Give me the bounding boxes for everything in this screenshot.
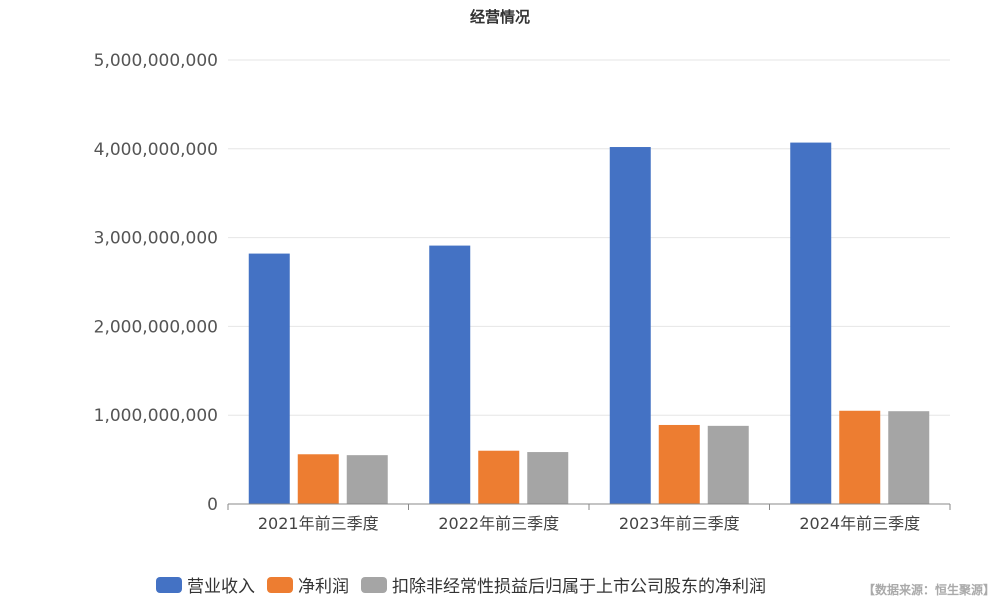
bar xyxy=(346,455,388,504)
legend-item: 净利润 xyxy=(267,577,349,597)
bar xyxy=(790,142,832,505)
bar xyxy=(248,253,290,504)
bar xyxy=(297,454,339,504)
y-tick-label: 1,000,000,000 xyxy=(94,406,218,426)
x-tick-label: 2024年前三季度 xyxy=(799,514,920,533)
legend-label: 营业收入 xyxy=(187,577,255,597)
bar xyxy=(429,245,471,505)
bars xyxy=(248,142,930,505)
legend-label: 净利润 xyxy=(298,577,349,597)
y-tick-label: 3,000,000,000 xyxy=(94,229,218,249)
x-tick-label: 2021年前三季度 xyxy=(258,514,379,533)
y-tick-label: 0 xyxy=(207,495,218,515)
legend-swatch xyxy=(361,577,387,593)
x-tick-label: 2022年前三季度 xyxy=(438,514,559,533)
y-axis: 0 1,000,000,000 2,000,000,000 3,000,000,000… xyxy=(94,51,218,515)
legend-item: 扣除非经常性损益后归属于上市公司股东的净利润 xyxy=(361,577,766,597)
legend-swatch xyxy=(156,577,182,593)
gridlines xyxy=(228,59,950,416)
bar xyxy=(707,425,749,504)
legend-label: 扣除非经常性损益后归属于上市公司股东的净利润 xyxy=(392,577,766,597)
legend-item: 营业收入 xyxy=(156,577,255,597)
source-note: 【数据来源：恒生聚源】 xyxy=(863,582,995,597)
x-axis: 2021年前三季度 2022年前三季度 2023年前三季度 2024年前三季度 xyxy=(227,503,951,533)
bar xyxy=(839,410,881,504)
bar xyxy=(658,424,700,504)
chart-title: 经营情况 xyxy=(470,8,530,26)
y-tick-label: 4,000,000,000 xyxy=(94,140,218,160)
y-tick-label: 2,000,000,000 xyxy=(94,317,218,337)
y-tick-label: 5,000,000,000 xyxy=(94,51,218,71)
bar xyxy=(609,147,651,505)
x-tick-label: 2023年前三季度 xyxy=(619,514,740,533)
legend-swatch xyxy=(267,577,293,593)
legend: 营业收入 净利润 扣除非经常性损益后归属于上市公司股东的净利润 xyxy=(156,577,766,597)
bar xyxy=(527,452,569,504)
bar xyxy=(478,450,520,504)
bar xyxy=(888,411,930,504)
